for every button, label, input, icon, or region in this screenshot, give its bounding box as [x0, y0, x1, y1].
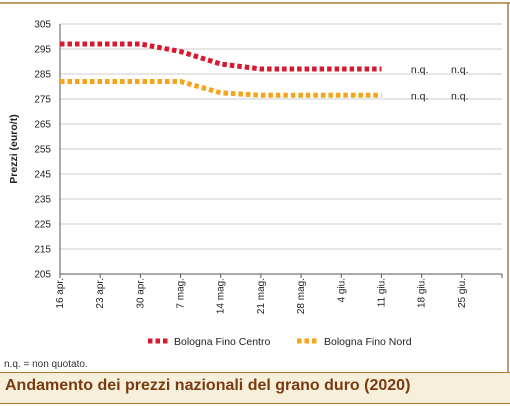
y-tick-label: 265 — [34, 120, 51, 131]
y-tick-label: 275 — [34, 95, 51, 106]
y-tick-label: 285 — [34, 70, 51, 81]
y-tick-label: 215 — [34, 245, 51, 256]
series-line-bologna-fino-centro — [60, 41, 382, 72]
x-tick-label: 23 apr. — [95, 278, 106, 309]
y-tick-label: 225 — [34, 220, 51, 231]
y-tick-label: 205 — [34, 270, 51, 281]
legend-label: Bologna Fino Nord — [324, 336, 412, 348]
nq-annotation: n.q. — [451, 90, 469, 102]
nq-annotation: n.q. — [411, 64, 429, 76]
y-tick-label: 245 — [34, 170, 51, 181]
y-tick-label: 255 — [34, 145, 51, 156]
x-tick-label: 16 apr. — [55, 278, 66, 309]
chart-title: Andamento dei prezzi nazionali del grano… — [5, 377, 411, 394]
x-tick-label: 30 apr. — [135, 278, 146, 309]
y-tick-label: 295 — [34, 45, 51, 56]
x-tick-label: 25 giu. — [457, 278, 468, 308]
x-tick-label: 4 giu. — [336, 278, 347, 302]
y-tick-label: 305 — [34, 20, 51, 31]
y-tick-label: 235 — [34, 195, 51, 206]
x-tick-label: 7 mag. — [176, 278, 187, 309]
x-tick-label: 14 mag. — [216, 278, 227, 314]
legend-label: Bologna Fino Centro — [174, 336, 270, 348]
x-tick-label: 28 mag. — [296, 278, 307, 314]
nq-annotation: n.q. — [451, 64, 469, 76]
x-tick-label: 18 giu. — [417, 278, 428, 308]
x-tick-label: 11 giu. — [376, 278, 387, 307]
y-axis-title: Prezzi (euro/t) — [8, 114, 20, 183]
x-tick-label: 21 mag. — [256, 278, 267, 314]
footnote: n.q. = non quotato. — [4, 359, 88, 370]
title-bar: Andamento dei prezzi nazionali del grano… — [0, 372, 510, 404]
nq-annotation: n.q. — [411, 90, 429, 102]
series-line-bologna-fino-nord — [60, 79, 382, 98]
